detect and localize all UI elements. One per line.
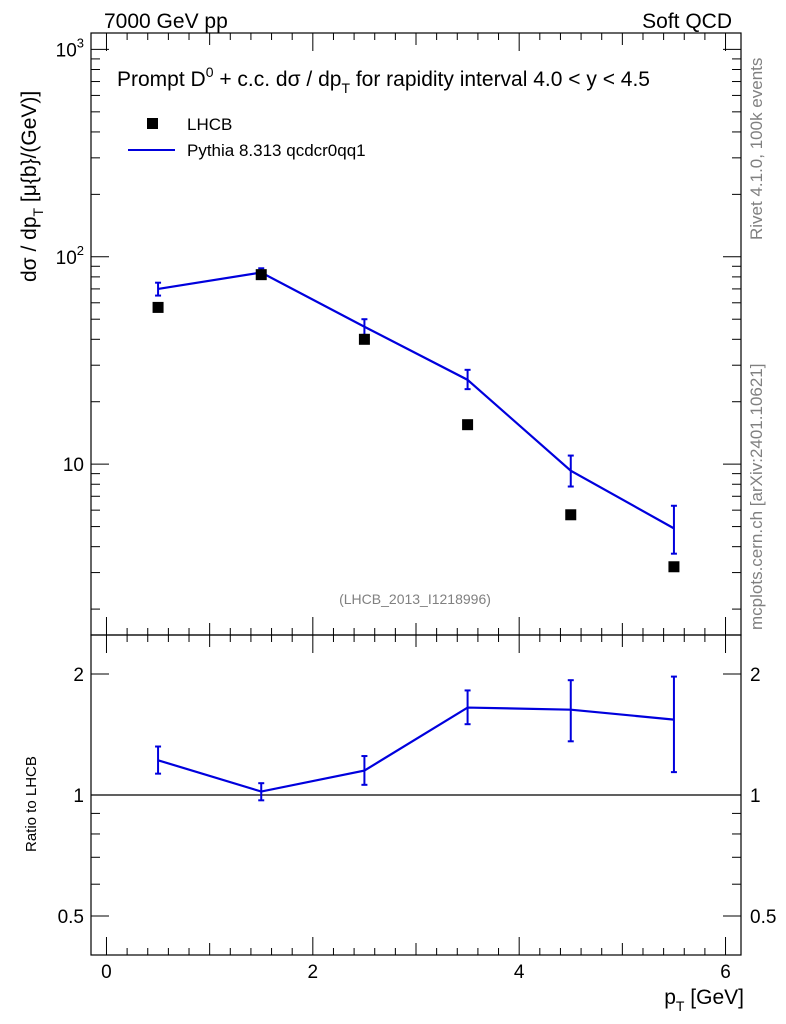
ratio-y-tick-label-right: 2 bbox=[750, 665, 761, 686]
title-sup: 0 bbox=[206, 64, 214, 80]
ratio-y-tick-label-left: 0.5 bbox=[58, 907, 84, 928]
main-plot-area bbox=[152, 267, 680, 573]
data-point bbox=[565, 509, 577, 521]
title-sub: T bbox=[341, 80, 350, 96]
side-label-bottom: mcplots.cern.ch [arXiv:2401.10621] bbox=[747, 364, 766, 630]
xlabel-part-b: [GeV] bbox=[684, 986, 744, 1009]
y-tick-label-base: 10 bbox=[56, 248, 77, 269]
ratio-y-tick-label-right: 0.5 bbox=[750, 907, 776, 928]
ratio-axis-ticks bbox=[91, 635, 741, 956]
mc-series-line bbox=[157, 271, 675, 530]
data-point bbox=[152, 301, 164, 313]
ratio-plot-area bbox=[155, 675, 677, 802]
ratio-y-tick-label-left: 1 bbox=[73, 786, 84, 807]
header-left: 7000 GeV pp bbox=[104, 10, 228, 33]
data-point bbox=[462, 419, 474, 431]
ratio-y-tick-label-left: 2 bbox=[73, 665, 84, 686]
analysis-watermark: (LHCB_2013_I1218996) bbox=[339, 591, 491, 607]
main-axis-ticks bbox=[91, 33, 741, 635]
y-tick-label: 102 bbox=[56, 243, 84, 269]
ratio-y-tick-label-right: 1 bbox=[750, 786, 761, 807]
title-part-a: Prompt D bbox=[117, 68, 206, 91]
ratio-series-line bbox=[157, 706, 675, 793]
side-label-top: Rivet 4.1.0, 100k events bbox=[747, 58, 766, 240]
title-part-c: for rapidity interval 4.0 < y < 4.5 bbox=[350, 68, 650, 91]
header-right: Soft QCD bbox=[642, 10, 732, 33]
ylabel-sub: T bbox=[30, 207, 46, 216]
xlabel-sub: T bbox=[676, 998, 685, 1014]
ylabel-part-a: dσ / dp bbox=[18, 216, 41, 282]
y-tick-label-base: 10 bbox=[63, 455, 84, 476]
xlabel-part-a: p bbox=[664, 986, 676, 1009]
x-tick-label: 2 bbox=[308, 962, 319, 983]
main-y-axis-label: dσ / dpT [μ{b}/(GeV)] bbox=[18, 91, 46, 282]
title-part-b: + c.c. dσ / dp bbox=[213, 68, 341, 91]
x-tick-label: 4 bbox=[514, 962, 525, 983]
y-tick-label-base: 10 bbox=[56, 40, 77, 61]
y-tick-label-exponent: 3 bbox=[77, 35, 84, 50]
ratio-panel: 0.5 0.5 1 1 2 2 0 2 4 6 Ratio to LHCB pT [GeV] bbox=[23, 634, 777, 1014]
ratio-tick-labels: 0.5 0.5 1 1 2 2 0 2 4 6 bbox=[58, 665, 777, 983]
data-point bbox=[255, 269, 267, 281]
data-point bbox=[358, 333, 370, 345]
legend: LHCB Pythia 8.313 qcdcr0qq1 bbox=[128, 115, 366, 160]
legend-data-label: LHCB bbox=[187, 115, 232, 134]
data-point bbox=[668, 561, 680, 573]
x-tick-label: 0 bbox=[101, 962, 112, 983]
main-title: Prompt D0 + c.c. dσ / dpT for rapidity i… bbox=[117, 64, 650, 96]
y-tick-label: 103 bbox=[56, 35, 84, 61]
ratio-y-axis-label: Ratio to LHCB bbox=[23, 756, 40, 852]
legend-mc-label: Pythia 8.313 qcdcr0qq1 bbox=[187, 141, 366, 160]
y-tick-label: 10 bbox=[63, 455, 84, 476]
x-tick-label: 6 bbox=[720, 962, 731, 983]
y-tick-label-exponent: 2 bbox=[77, 243, 84, 258]
legend-data-marker bbox=[147, 118, 158, 129]
x-axis-label: pT [GeV] bbox=[664, 986, 744, 1014]
ylabel-part-b: [μ{b}/(GeV)] bbox=[18, 91, 41, 208]
